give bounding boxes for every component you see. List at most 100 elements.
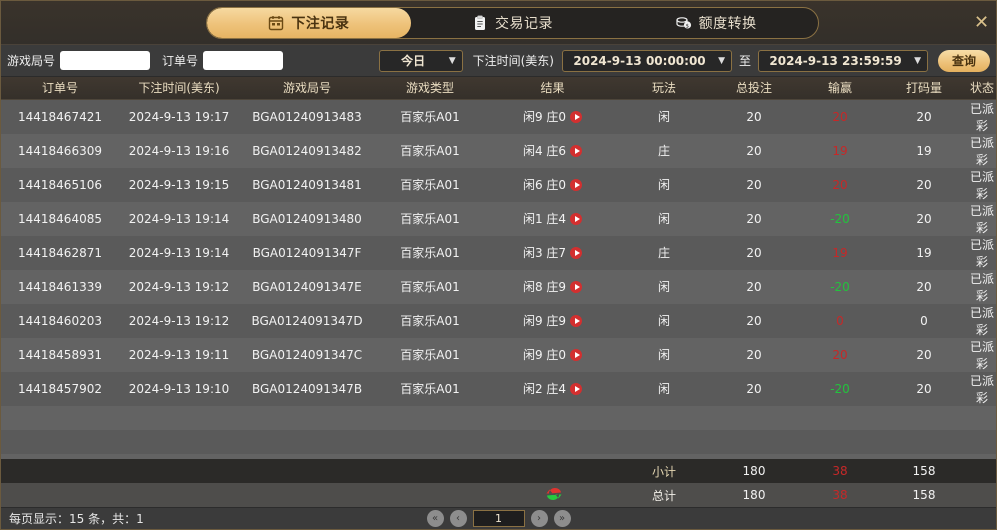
cell-winloss: -20 bbox=[830, 381, 850, 396]
table-row-empty bbox=[1, 453, 996, 459]
cell-bet-time: 2024-9-13 19:12 bbox=[128, 313, 230, 328]
play-replay-icon[interactable] bbox=[570, 349, 583, 361]
result-text: 闲4 庄6 bbox=[522, 144, 567, 158]
refresh-button[interactable] bbox=[485, 483, 620, 507]
result-text: 闲2 庄4 bbox=[522, 382, 567, 396]
table-row[interactable]: 14418464085 2024-9-13 19:14 BGA01240913480… bbox=[1, 201, 996, 236]
records-table-wrap: 订单号 下注时间(美东) 游戏局号 游戏类型 结果 玩法 总投注 输赢 打码量 … bbox=[1, 77, 996, 459]
empty-cell bbox=[239, 406, 375, 430]
tab-transaction-record[interactable]: 交易记录 bbox=[411, 8, 615, 38]
play-replay-icon[interactable] bbox=[570, 281, 583, 293]
total-pad-5 bbox=[968, 483, 996, 507]
order-no-input[interactable] bbox=[203, 51, 284, 70]
cell-game-round: BGA0124091347E bbox=[252, 279, 362, 294]
table-row[interactable]: 14418466309 2024-9-13 19:16 BGA01240913482… bbox=[1, 133, 996, 168]
col-header-result: 结果 bbox=[485, 77, 620, 100]
cell-order: 14418464085 bbox=[18, 211, 102, 226]
cell-play: 闲 bbox=[657, 212, 670, 226]
result-text: 闲9 庄0 bbox=[522, 110, 567, 124]
play-replay-icon[interactable] bbox=[570, 145, 583, 157]
prev-page-button[interactable]: ‹ bbox=[449, 510, 467, 527]
cell-game-round: BGA01240913481 bbox=[252, 177, 362, 192]
cell-game-type: 百家乐A01 bbox=[400, 178, 460, 192]
refresh-icon bbox=[545, 487, 561, 501]
play-replay-icon[interactable] bbox=[570, 383, 583, 395]
table-row[interactable]: 14418461339 2024-9-13 19:12 BGA0124091347E… bbox=[1, 269, 996, 304]
cell-turnover: 20 bbox=[916, 211, 932, 226]
cell-turnover: 20 bbox=[916, 177, 932, 192]
table-row[interactable]: 14418460203 2024-9-13 19:12 BGA0124091347D… bbox=[1, 303, 996, 338]
tab-credit-transfer[interactable]: $ 额度转换 bbox=[614, 8, 818, 38]
cell-result: 闲6 庄0 bbox=[485, 168, 620, 202]
total-turnover: 158 bbox=[912, 488, 936, 502]
date-from-select[interactable]: 2024-9-13 00:00:00 ▼ bbox=[561, 49, 732, 72]
cell-play: 庄 bbox=[657, 246, 670, 260]
cell-order: 14418462871 bbox=[18, 245, 102, 260]
col-header-total-bet: 总投注 bbox=[708, 77, 800, 100]
play-replay-icon[interactable] bbox=[570, 111, 583, 123]
col-header-game-type: 游戏类型 bbox=[375, 77, 485, 100]
table-header: 订单号 下注时间(美东) 游戏局号 游戏类型 结果 玩法 总投注 输赢 打码量 … bbox=[1, 77, 996, 100]
table-row[interactable]: 14418467421 2024-9-13 19:17 BGA01240913483… bbox=[1, 99, 996, 134]
empty-cell bbox=[968, 406, 996, 430]
cell-turnover: 0 bbox=[920, 313, 928, 328]
result-text: 闲9 庄9 bbox=[522, 314, 567, 328]
tab-bet-record[interactable]: 下注记录 bbox=[207, 8, 411, 38]
table-row[interactable]: 14418462871 2024-9-13 19:14 BGA0124091347F… bbox=[1, 235, 996, 270]
cell-winloss: -20 bbox=[830, 279, 850, 294]
period-select[interactable]: 今日 ▼ bbox=[378, 49, 463, 72]
cell-game-type: 百家乐A01 bbox=[400, 246, 460, 260]
total-bet: 180 bbox=[742, 488, 766, 502]
cell-winloss: -20 bbox=[830, 211, 850, 226]
subtotal-winloss: 38 bbox=[832, 464, 848, 478]
play-replay-icon[interactable] bbox=[570, 179, 583, 191]
close-icon[interactable]: ✕ bbox=[974, 13, 990, 33]
play-replay-icon[interactable] bbox=[570, 315, 583, 327]
game-round-input[interactable] bbox=[60, 51, 151, 70]
current-page-input[interactable]: 1 bbox=[472, 510, 525, 527]
coins-icon: $ bbox=[676, 15, 692, 31]
cell-winloss: 19 bbox=[832, 245, 848, 260]
last-page-button[interactable]: » bbox=[553, 510, 571, 527]
cell-game-type: 百家乐A01 bbox=[400, 382, 460, 396]
table-row[interactable]: 14418458931 2024-9-13 19:11 BGA0124091347C… bbox=[1, 337, 996, 372]
empty-cell bbox=[800, 406, 880, 430]
cell-turnover: 20 bbox=[916, 109, 932, 124]
order-no-label: 订单号 bbox=[162, 54, 199, 68]
empty-cell bbox=[1, 430, 119, 454]
col-header-bet-time: 下注时间(美东) bbox=[119, 77, 239, 100]
cell-bet-time: 2024-9-13 19:15 bbox=[128, 177, 230, 192]
table-row[interactable]: 14418457902 2024-9-13 19:10 BGA0124091347B… bbox=[1, 371, 996, 406]
cell-game-round: BGA0124091347C bbox=[251, 347, 363, 362]
cell-game-type: 百家乐A01 bbox=[400, 280, 460, 294]
cell-total-bet: 20 bbox=[746, 313, 762, 328]
col-header-order: 订单号 bbox=[1, 77, 119, 100]
play-replay-icon[interactable] bbox=[570, 213, 583, 225]
cell-result: 闲8 庄9 bbox=[485, 270, 620, 304]
subtotal-pad-3 bbox=[239, 459, 375, 483]
table-row[interactable]: 14418465106 2024-9-13 19:15 BGA01240913481… bbox=[1, 167, 996, 202]
cell-play: 闲 bbox=[657, 382, 670, 396]
cell-status: 已派彩 bbox=[969, 271, 994, 303]
date-to-select[interactable]: 2024-9-13 23:59:59 ▼ bbox=[758, 49, 928, 72]
cell-turnover: 19 bbox=[916, 245, 932, 260]
cell-total-bet: 20 bbox=[746, 177, 762, 192]
subtotal-pad-6 bbox=[968, 459, 996, 483]
cell-bet-time: 2024-9-13 19:14 bbox=[128, 245, 230, 260]
play-replay-icon[interactable] bbox=[570, 247, 583, 259]
date-to-value: 2024-9-13 23:59:59 bbox=[769, 53, 902, 68]
game-round-label: 游戏局号 bbox=[7, 54, 56, 68]
empty-cell bbox=[239, 430, 375, 454]
cell-game-type: 百家乐A01 bbox=[400, 110, 460, 124]
summary-table: 小计 180 38 158 bbox=[1, 459, 996, 507]
next-page-button[interactable]: › bbox=[530, 510, 548, 527]
cell-game-type: 百家乐A01 bbox=[400, 348, 460, 362]
query-button[interactable]: 查询 bbox=[938, 49, 990, 72]
subtotal-bet: 180 bbox=[742, 464, 766, 478]
first-page-button[interactable]: « bbox=[426, 510, 444, 527]
cell-play: 闲 bbox=[657, 348, 670, 362]
tab-group: 下注记录 交易记录 bbox=[206, 7, 819, 39]
cell-order: 14418466309 bbox=[18, 143, 102, 158]
cell-status: 已派彩 bbox=[969, 373, 994, 405]
cell-game-type: 百家乐A01 bbox=[400, 314, 460, 328]
